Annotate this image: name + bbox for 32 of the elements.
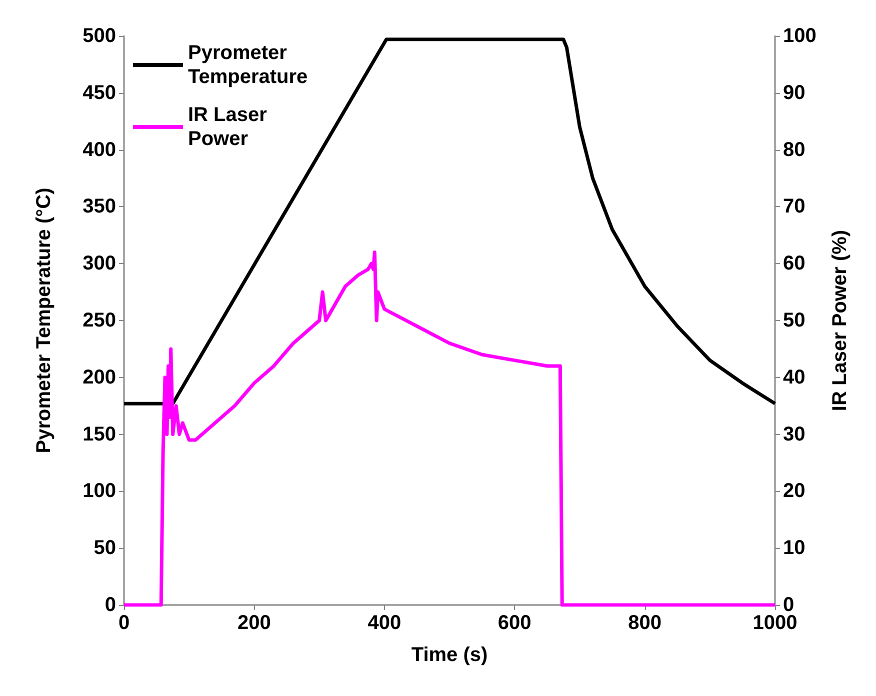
x-tick-label: 800 bbox=[628, 612, 662, 634]
y2-tick-label: 20 bbox=[783, 480, 806, 502]
y-tick-label: 100 bbox=[82, 480, 116, 502]
y-tick-label: 350 bbox=[82, 196, 116, 218]
y-tick-label: 200 bbox=[82, 366, 116, 388]
x-axis-title: Time (s) bbox=[411, 644, 488, 666]
y2-tick-label: 100 bbox=[783, 25, 816, 47]
x-tick-label: 0 bbox=[118, 612, 130, 634]
y-tick-label: 150 bbox=[82, 423, 116, 446]
y-tick-label: 500 bbox=[82, 25, 116, 47]
y2-tick-label: 80 bbox=[783, 138, 806, 161]
y2-tick-label: 70 bbox=[783, 196, 806, 218]
x-tick-label: 200 bbox=[238, 612, 271, 634]
y2-tick-label: 50 bbox=[783, 310, 806, 332]
legend-label: Pyrometer Temperature bbox=[188, 42, 308, 88]
y2-tick-label: 40 bbox=[783, 366, 806, 388]
y2-tick-label: 30 bbox=[783, 423, 806, 446]
x-tick-label: 400 bbox=[368, 612, 402, 634]
y-tick-label: 250 bbox=[82, 310, 116, 332]
y-tick-label: 400 bbox=[82, 138, 116, 161]
y2-axis-title: IR Laser Power (%) bbox=[829, 230, 851, 412]
x-tick-label: 600 bbox=[498, 612, 532, 634]
legend-label: IR Laser Power bbox=[188, 104, 268, 150]
y2-tick-label: 10 bbox=[783, 537, 806, 560]
y-tick-label: 50 bbox=[94, 537, 116, 560]
y2-tick-label: 90 bbox=[783, 82, 806, 104]
y-axis-title: Pyrometer Temperature (°C) bbox=[33, 188, 55, 454]
y-tick-label: 450 bbox=[82, 82, 116, 104]
y-tick-label: 300 bbox=[82, 252, 116, 275]
y2-tick-label: 60 bbox=[783, 252, 806, 275]
line-series bbox=[122, 38, 777, 406]
y-tick-label: 0 bbox=[104, 594, 116, 616]
